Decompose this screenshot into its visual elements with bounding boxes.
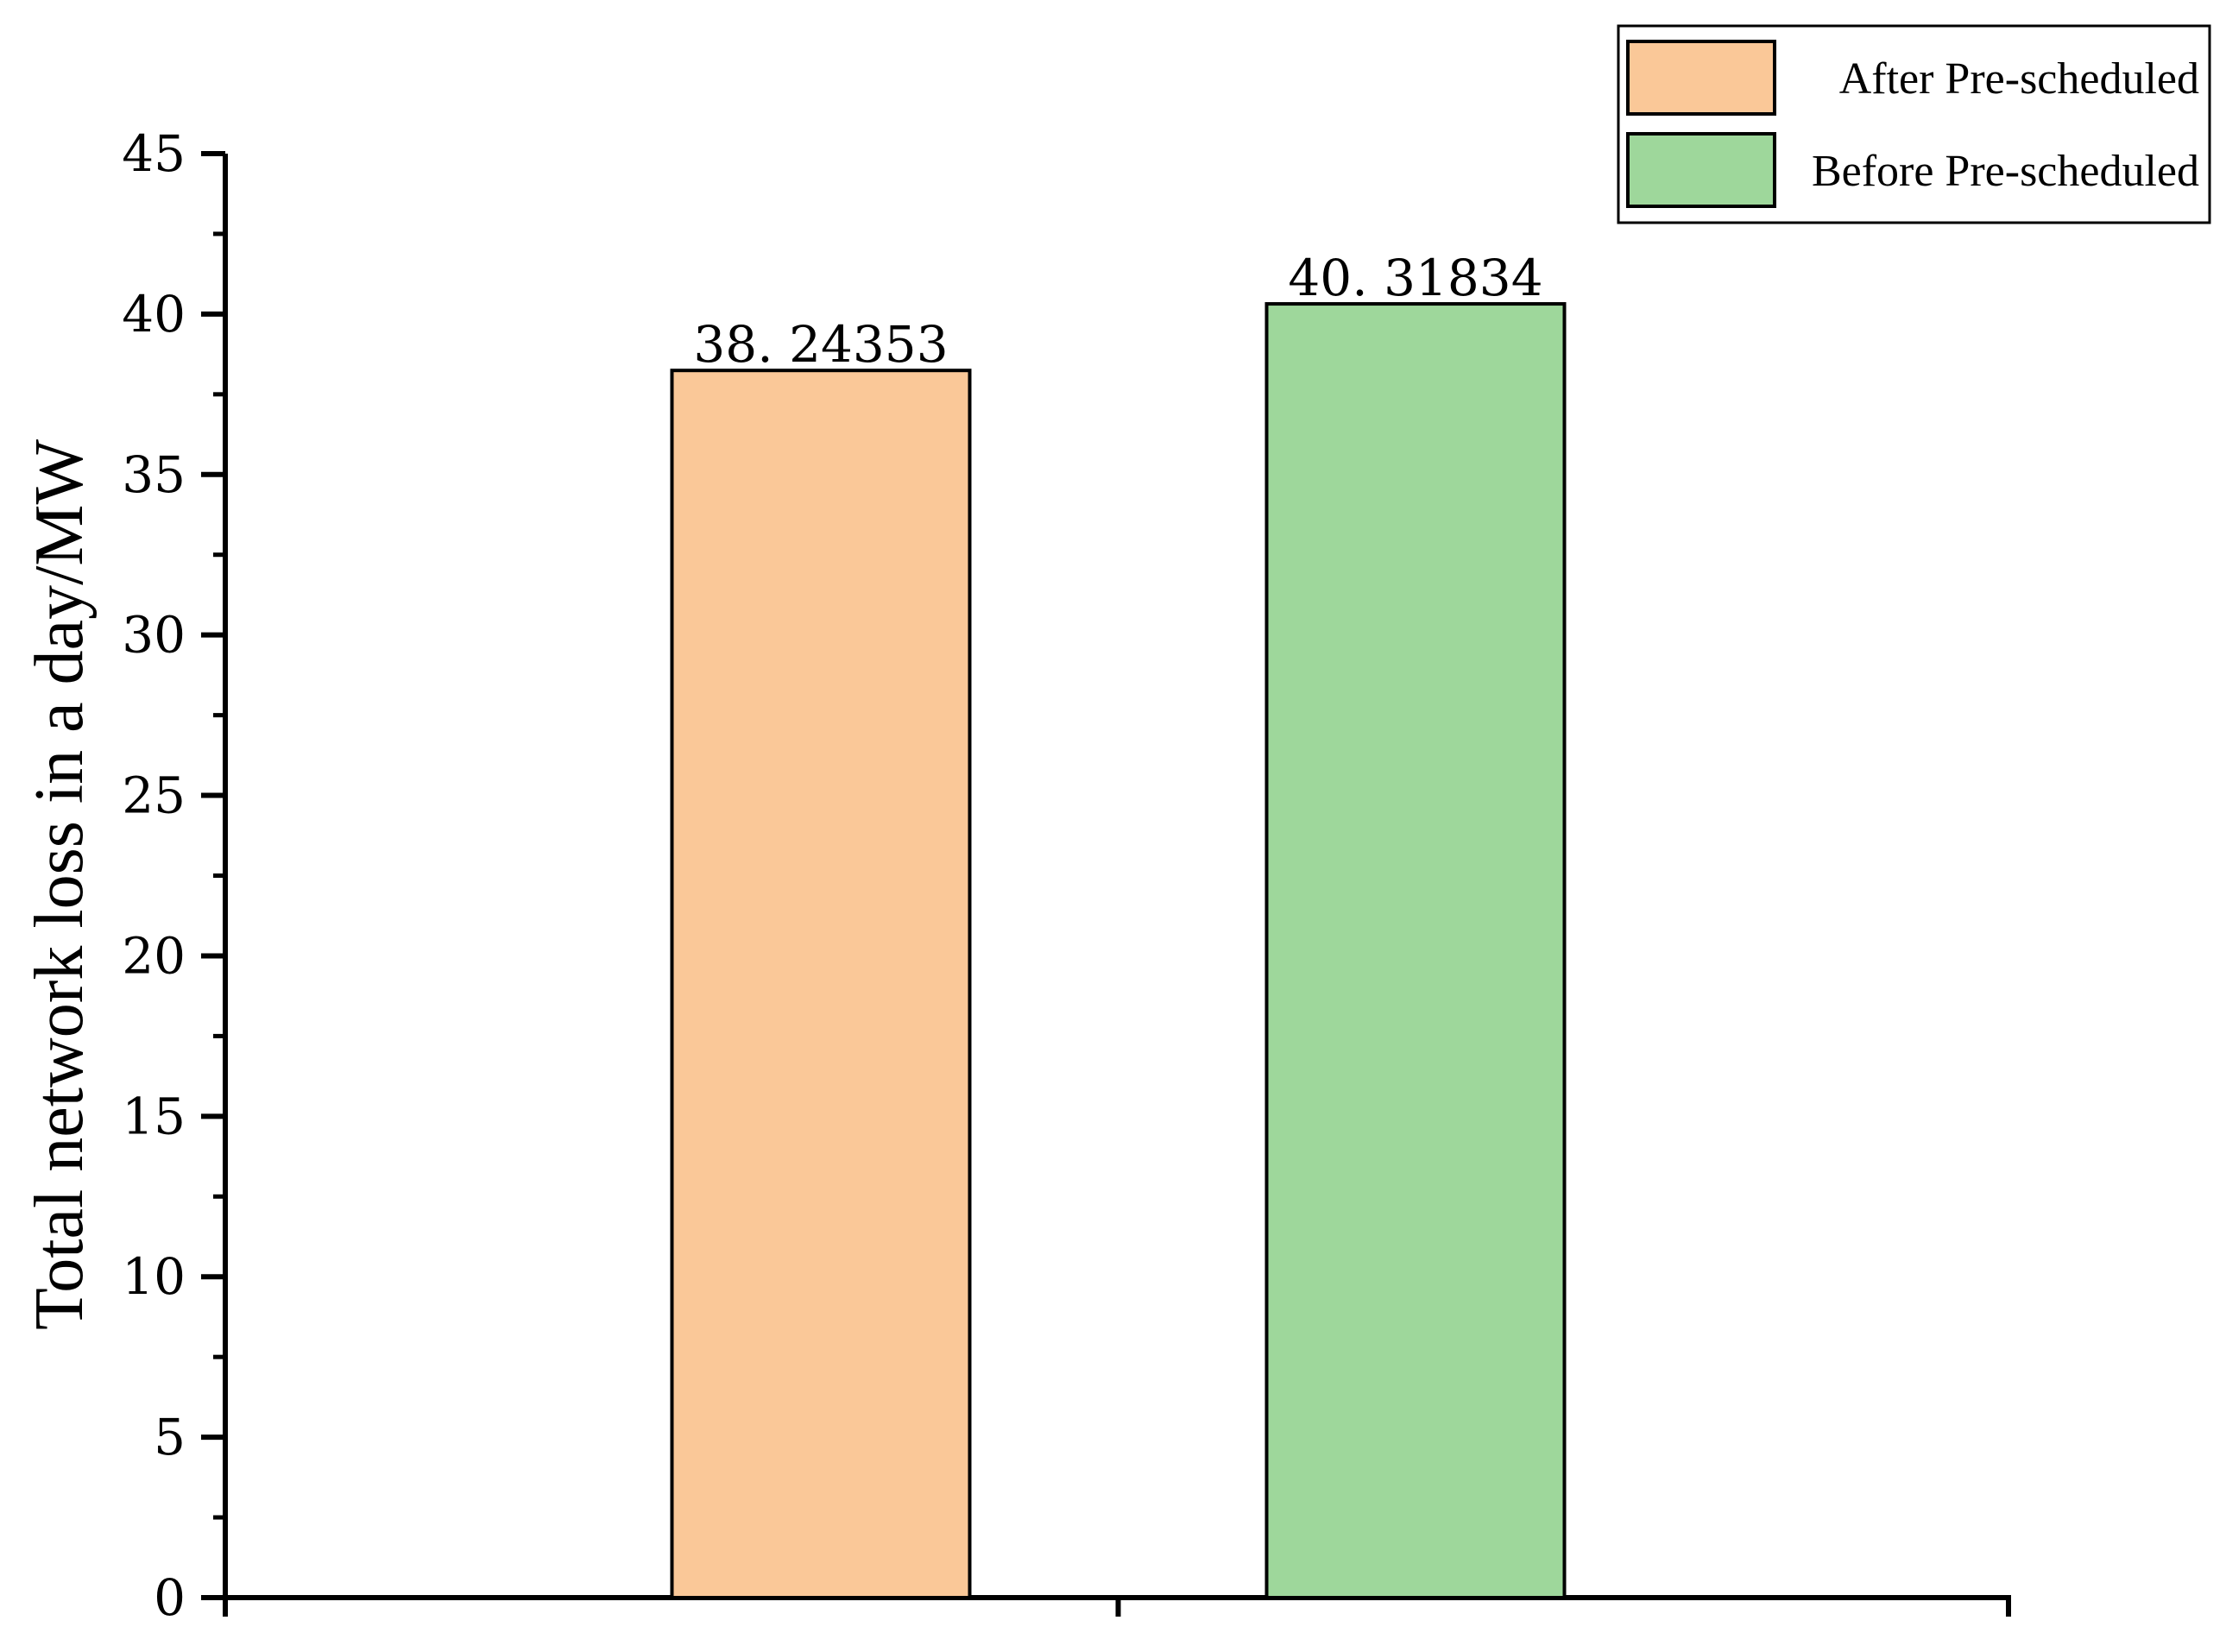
y-tick-label: 15 [122, 1087, 186, 1145]
y-tick-label: 5 [154, 1408, 186, 1466]
y-tick-label: 0 [154, 1568, 186, 1627]
data-label-layer: 38. 24353 40. 31834 [693, 249, 1542, 374]
legend-swatch [1626, 132, 1776, 208]
y-tick-label: 45 [122, 124, 186, 183]
bar [670, 369, 972, 1599]
y-tick-label: 20 [122, 926, 186, 985]
y-tick-label: 40 [122, 285, 186, 344]
bar-layer [670, 302, 1567, 1599]
legend: After Pre-scheduled Before Pre-scheduled [1617, 24, 2211, 224]
legend-label: Before Pre-scheduled [1812, 147, 2199, 196]
y-tick-label: 35 [122, 445, 186, 504]
y-tick-label: 30 [122, 606, 186, 665]
bar [1264, 302, 1567, 1599]
bar-data-label: 38. 24353 [693, 315, 948, 374]
axis-layer: 0 5 10 15 20 25 30 35 40 45 [122, 124, 2011, 1627]
y-tick-label: 25 [122, 766, 186, 825]
y-axis-title: Total network loss in a day/MW [22, 439, 98, 1330]
legend-label: After Pre-scheduled [1839, 54, 2199, 104]
bar-data-label: 40. 31834 [1288, 249, 1542, 307]
legend-swatch [1626, 40, 1776, 116]
y-tick-label: 10 [122, 1247, 186, 1306]
